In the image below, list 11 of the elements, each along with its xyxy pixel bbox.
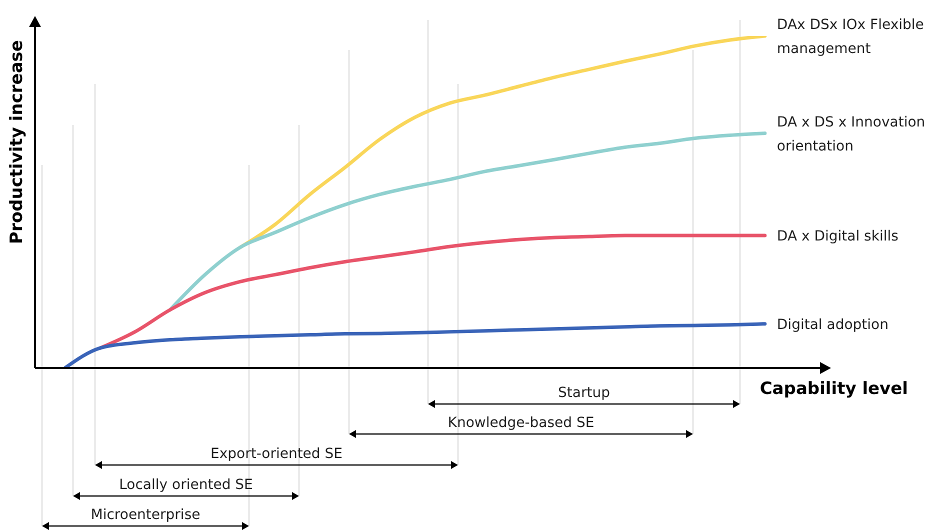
y-axis-title: Productivity increase xyxy=(7,40,27,244)
x-axis-title: Capability level xyxy=(760,379,908,399)
text: Locally oriented SE xyxy=(119,477,253,493)
series-label: Digital adoption xyxy=(776,316,888,333)
text: Export-oriented SE xyxy=(210,446,343,462)
series-label: DA x Digital skills xyxy=(776,228,898,245)
series-label: DA x DS x Innovation orientation xyxy=(776,114,926,154)
text: Knowledge-based SE xyxy=(448,415,594,431)
text: Microenterprise xyxy=(90,507,200,523)
series-label: DAx DSx IOx Flexible management xyxy=(776,17,924,57)
text: Startup xyxy=(558,385,610,401)
